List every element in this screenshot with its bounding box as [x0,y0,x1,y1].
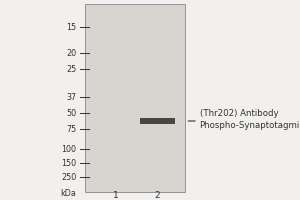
Text: 37: 37 [66,92,76,102]
Text: 1: 1 [112,190,118,200]
Bar [140,118,175,124]
Text: 20: 20 [66,48,76,58]
Text: 25: 25 [66,64,76,73]
Text: 75: 75 [66,124,76,134]
Text: 50: 50 [66,108,76,117]
Text: 250: 250 [61,172,76,182]
Text: 15: 15 [66,22,76,31]
Text: 100: 100 [61,144,76,154]
Text: (Thr202) Antibody: (Thr202) Antibody [200,108,278,117]
Text: 150: 150 [61,158,76,168]
Bar [85,4,184,192]
Text: kDa: kDa [61,188,76,198]
Text: Phospho-Synaptotagmin: Phospho-Synaptotagmin [200,120,300,130]
Text: 2: 2 [155,190,160,200]
